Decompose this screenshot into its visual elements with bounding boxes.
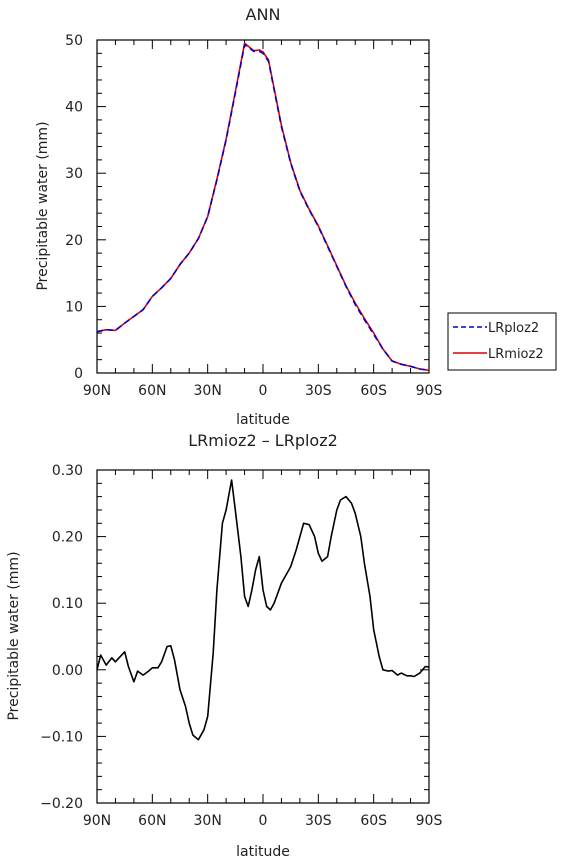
x-tick-label: 90N (83, 383, 111, 399)
x-axis-title: latitude (236, 412, 290, 428)
y-tick-label: 0 (74, 366, 83, 382)
legend: LRploz2 LRmioz2 (447, 312, 557, 371)
legend-box (447, 312, 557, 371)
x-tick-label: 90N (83, 813, 111, 829)
x-tick-label: 0 (259, 813, 268, 829)
legend-label-lrmioz2: LRmioz2 (488, 347, 544, 362)
y-tick-labels: 0 10 20 30 40 50 (65, 33, 83, 382)
x-tick-label: 30N (194, 383, 222, 399)
tick-marks (96, 469, 430, 804)
x-tick-label: 30N (194, 813, 222, 829)
x-tick-label: 30S (305, 383, 332, 399)
y-tick-labels: −0.20 −0.10 0.00 0.10 0.20 0.30 (40, 463, 83, 812)
panel-difference: LRmioz2 – LRploz2 90N 60N 30N 0 30S 60S 90S −0… (6, 431, 442, 860)
legend-label-lrploz2: LRploz2 (488, 321, 539, 336)
y-axis-title: Precipitable water (mm) (6, 551, 22, 720)
plot-frame (96, 39, 430, 374)
y-tick-label: 20 (65, 233, 83, 249)
x-axis-title: latitude (236, 844, 290, 860)
x-tick-labels: 90N 60N 30N 0 30S 60S 90S (83, 813, 443, 829)
y-tick-label: 50 (65, 33, 83, 49)
x-tick-label: 60N (138, 383, 166, 399)
y-axis-title: Precipitable water (mm) (35, 121, 51, 290)
panel-annual-precipitable-water: ANN 90N 60N 30N 0 30S 60S 90S 0 10 20 30 40 50 lati… (35, 5, 442, 428)
x-tick-label: 0 (259, 383, 268, 399)
y-tick-label: 10 (65, 299, 83, 315)
plot-frame (96, 469, 430, 804)
y-tick-label: 30 (65, 166, 83, 182)
y-tick-label: 0.30 (52, 463, 83, 479)
x-tick-label: 90S (416, 813, 443, 829)
series-line-difference-0 (96, 479, 430, 741)
x-tick-label: 60S (360, 383, 387, 399)
x-tick-labels: 90N 60N 30N 0 30S 60S 90S (83, 383, 443, 399)
y-tick-label: 0.00 (52, 663, 83, 679)
y-tick-label: 0.20 (52, 530, 83, 546)
x-tick-label: 30S (305, 813, 332, 829)
y-tick-label: 0.10 (52, 596, 83, 612)
panel-title: ANN (246, 5, 281, 24)
panel-title: LRmioz2 – LRploz2 (188, 431, 338, 450)
x-tick-label: 60S (360, 813, 387, 829)
y-tick-label: −0.20 (40, 796, 83, 812)
x-tick-label: 90S (416, 383, 443, 399)
tick-marks (96, 39, 430, 374)
series-lines (96, 479, 430, 741)
series-lines (96, 42, 430, 372)
series-line-lrploz2 (96, 43, 430, 372)
y-tick-label: −0.10 (40, 729, 83, 745)
series-line-lrmioz2 (96, 42, 430, 372)
x-tick-label: 60N (138, 813, 166, 829)
y-tick-label: 40 (65, 100, 83, 116)
